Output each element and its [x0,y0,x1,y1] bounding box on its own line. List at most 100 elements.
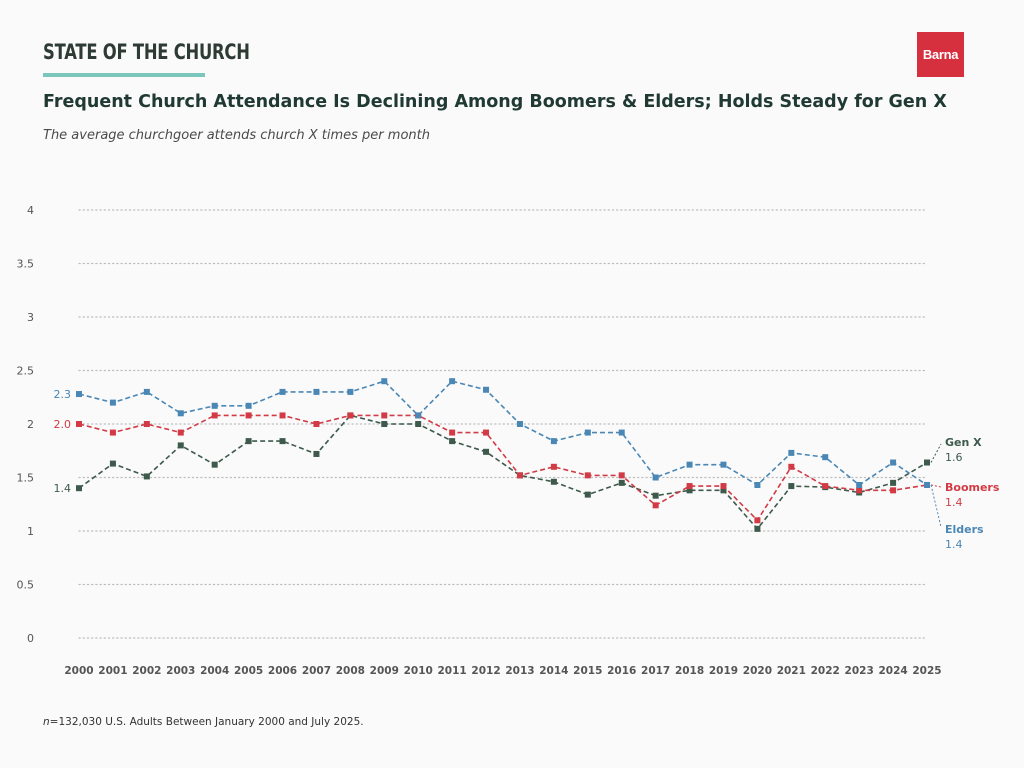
x-tick-label: 2022 [811,665,840,677]
data-point [890,487,897,494]
data-point [449,378,456,385]
brand-underline [43,73,205,77]
x-tick-label: 2015 [573,665,602,677]
chart-subtitle: The average churchgoer attends church X … [43,128,430,143]
data-point [856,481,863,488]
data-point [890,479,897,486]
data-point [550,463,557,470]
data-point [109,460,116,467]
x-tick-label: 2007 [302,665,331,677]
data-point [686,483,693,490]
data-point [788,463,795,470]
series-lines [76,378,930,532]
y-tick-label: 0 [27,632,34,645]
data-point [279,388,286,395]
x-tick-label: 2004 [200,665,229,677]
data-point [754,525,761,532]
data-point [211,412,218,419]
x-tick-label: 2008 [336,665,365,677]
data-point [516,421,523,427]
chart-title: Frequent Church Attendance Is Declining … [43,92,947,112]
data-point [211,461,218,468]
brand-title: STATE OF THE CHURCH [43,40,250,64]
data-point [313,421,320,427]
y-tick-label: 2 [27,418,34,431]
data-point [652,502,659,509]
y-tick-label: 3 [27,311,34,324]
data-point [516,472,523,479]
footnote-text: =132,030 U.S. Adults Between January 200… [49,716,364,728]
data-point [313,388,320,395]
x-tick-label: 2021 [777,665,806,677]
x-tick-label: 2023 [845,665,874,677]
data-point [415,421,422,427]
data-point [109,399,116,406]
data-point [109,429,116,436]
data-point [143,388,150,395]
y-tick-label: 3.5 [17,258,35,271]
footnote-n: n [43,716,50,728]
end-series-name: Boomers [945,481,1000,494]
x-tick-label: 2005 [234,665,263,677]
y-tick-label: 1 [27,525,34,538]
data-point [76,485,82,492]
y-tick-label: 4 [27,204,34,217]
gridlines [78,209,928,639]
data-point [76,391,82,398]
y-tick-label: 0.5 [17,579,35,592]
footnote: n=132,030 U.S. Adults Between January 20… [43,716,364,728]
end-series-name: Elders [945,523,984,536]
x-tick-label: 2003 [166,665,195,677]
data-point [381,378,388,385]
data-point [177,410,184,417]
x-tick-label: 2009 [370,665,399,677]
data-point [924,459,930,466]
x-tick-label: 2018 [675,665,704,677]
end-series-name: Gen X [945,436,982,449]
data-point [143,473,150,480]
x-tick-label: 2013 [505,665,534,677]
data-point [143,421,150,427]
data-point [415,412,422,419]
x-tick-label: 2025 [912,665,941,677]
data-point [652,474,659,481]
data-point [924,481,930,488]
data-point [550,478,557,485]
data-point [788,449,795,456]
data-point [483,448,490,455]
series-line [78,380,928,486]
data-point [177,429,184,436]
x-tick-label: 2002 [132,665,161,677]
data-point [788,483,795,490]
y-tick-label: 2.5 [17,365,35,378]
data-point [618,479,625,486]
end-value-label: 1.4 [945,538,963,551]
series-line [78,414,928,531]
data-point [686,487,693,494]
data-point [76,421,82,427]
barna-logo: Barna [917,32,964,77]
data-point [279,412,286,419]
data-point [347,388,354,395]
data-point [720,461,727,468]
x-tick-label: 2000 [64,665,93,677]
x-tick-label: 2006 [268,665,297,677]
data-point [245,412,252,419]
data-point [347,412,354,419]
x-tick-label: 2012 [471,665,500,677]
data-point [618,429,625,436]
data-point [720,487,727,494]
x-axis-ticks: 2000 2001 2002 2003 2004 2005 2006 2007 2008 2009… [64,665,941,677]
end-value-label: 1.6 [945,451,963,464]
leader-line [930,443,942,463]
data-point [584,491,591,498]
data-point [177,442,184,449]
x-tick-label: 2017 [641,665,670,677]
series-boomers [76,412,930,524]
x-tick-label: 2024 [878,665,907,677]
data-point [890,459,897,466]
data-point [686,461,693,468]
end-value-label: 1.4 [945,496,963,509]
start-value-label: 1.4 [54,482,72,495]
data-point [279,438,286,445]
